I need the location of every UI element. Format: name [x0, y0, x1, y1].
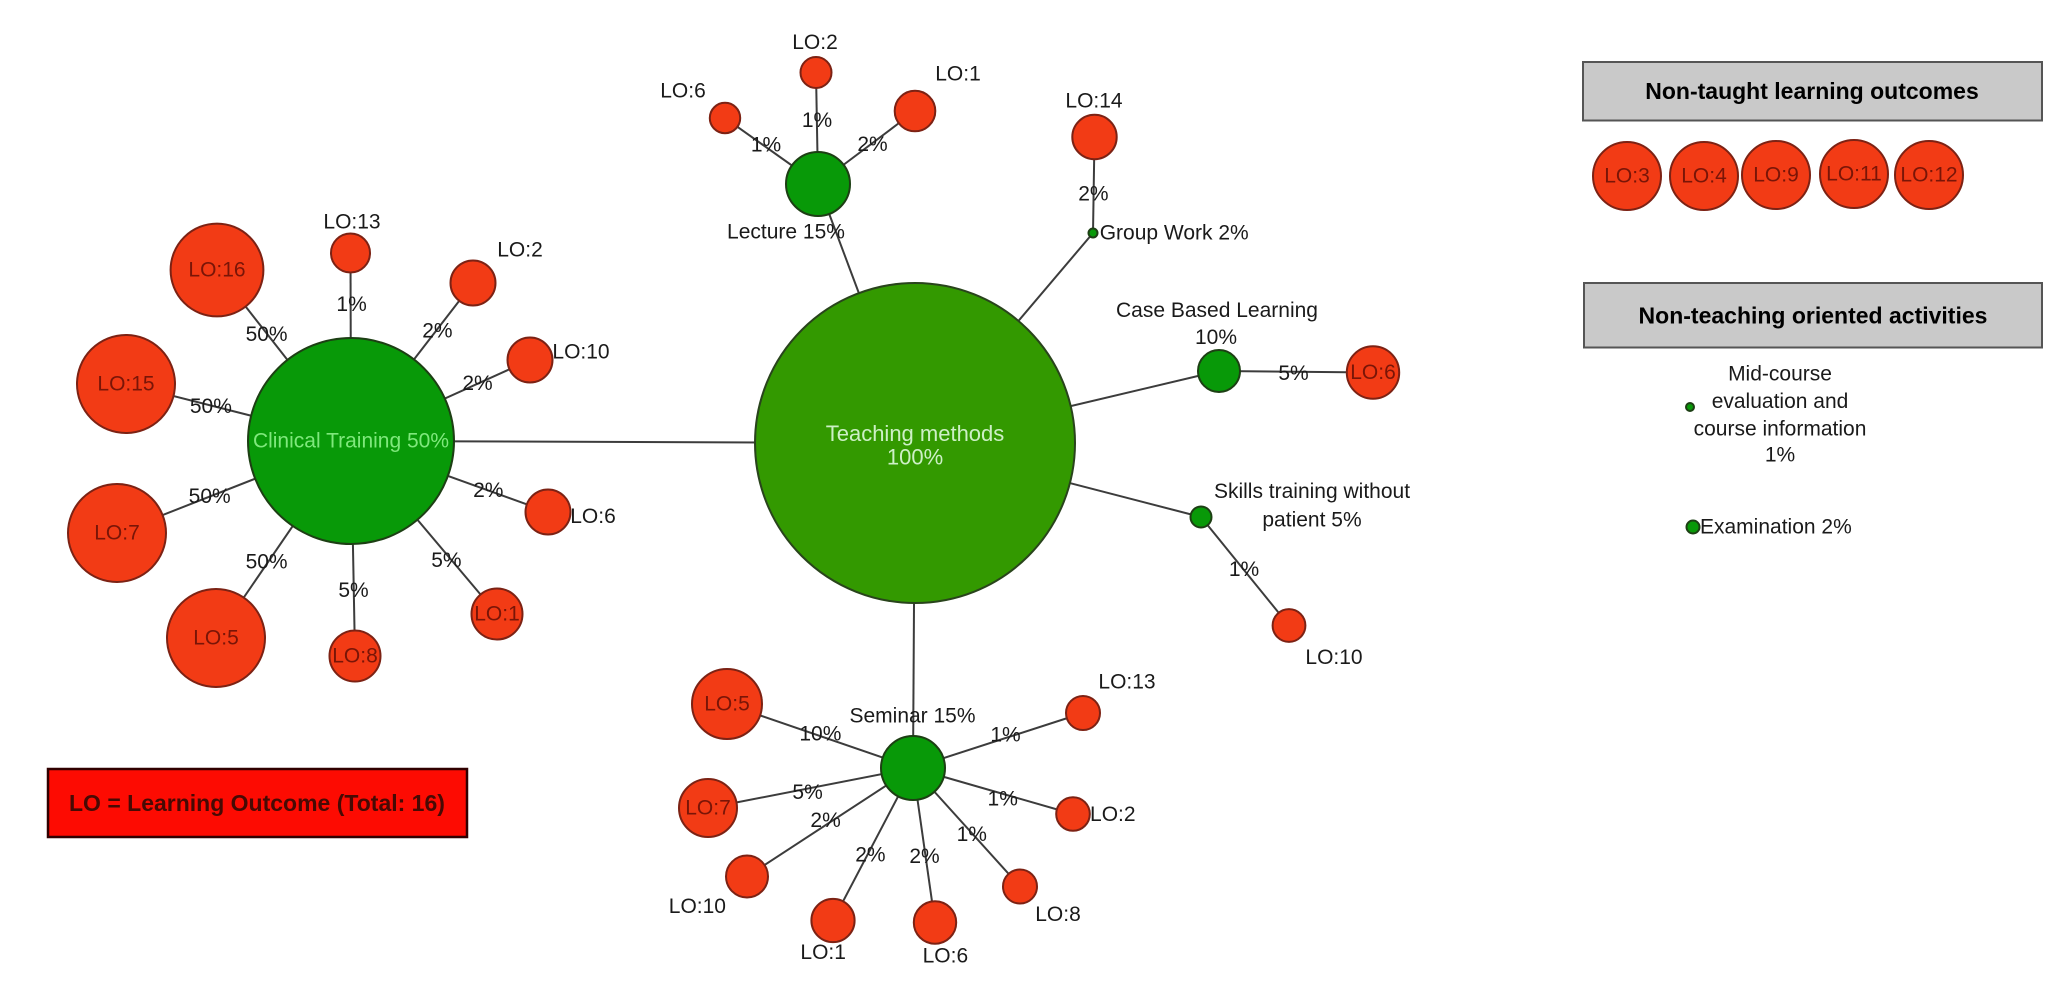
- svg-text:5%: 5%: [792, 781, 822, 804]
- svg-text:1%: 1%: [990, 724, 1020, 747]
- svg-text:LO:1: LO:1: [935, 63, 981, 86]
- svg-text:50%: 50%: [246, 323, 288, 346]
- svg-text:Seminar 15%: Seminar 15%: [849, 705, 975, 728]
- svg-text:10%: 10%: [799, 723, 841, 746]
- svg-text:2%: 2%: [422, 319, 452, 342]
- svg-text:LO:16: LO:16: [188, 259, 245, 282]
- svg-text:LO:15: LO:15: [97, 373, 154, 396]
- svg-text:Case Based Learning: Case Based Learning: [1116, 299, 1318, 322]
- svg-text:LO:8: LO:8: [332, 645, 378, 668]
- svg-text:LO:6: LO:6: [660, 80, 706, 103]
- svg-text:Lecture 15%: Lecture 15%: [727, 221, 845, 244]
- svg-text:LO:6: LO:6: [1350, 361, 1396, 384]
- svg-text:10%: 10%: [1195, 326, 1237, 349]
- svg-text:LO:8: LO:8: [1035, 903, 1081, 926]
- svg-text:2%: 2%: [462, 372, 492, 395]
- svg-text:Teaching methods: Teaching methods: [826, 421, 1005, 446]
- svg-text:LO = Learning Outcome (Total:: LO = Learning Outcome (Total: 16): [69, 790, 445, 816]
- svg-text:LO:6: LO:6: [570, 505, 616, 528]
- svg-text:5%: 5%: [1278, 362, 1308, 385]
- svg-text:LO:7: LO:7: [685, 797, 731, 820]
- svg-text:50%: 50%: [189, 485, 231, 508]
- svg-text:50%: 50%: [246, 551, 288, 574]
- svg-text:1%: 1%: [336, 293, 366, 316]
- svg-text:LO:13: LO:13: [323, 211, 380, 234]
- svg-text:LO:3: LO:3: [1604, 165, 1650, 188]
- svg-text:2%: 2%: [857, 133, 887, 156]
- svg-text:LO:1: LO:1: [800, 941, 846, 964]
- svg-text:course information: course information: [1694, 417, 1867, 440]
- svg-text:1%: 1%: [802, 109, 832, 132]
- svg-text:LO:13: LO:13: [1098, 671, 1155, 694]
- svg-text:LO:2: LO:2: [497, 239, 543, 262]
- svg-text:Group Work 2%: Group Work 2%: [1100, 222, 1249, 245]
- svg-text:5%: 5%: [431, 549, 461, 572]
- svg-text:Non-teaching oriented activiti: Non-teaching oriented activities: [1639, 303, 1988, 329]
- svg-text:LO:10: LO:10: [1305, 646, 1362, 669]
- svg-text:2%: 2%: [473, 479, 503, 502]
- svg-text:1%: 1%: [751, 133, 781, 156]
- svg-text:evaluation and: evaluation and: [1712, 390, 1849, 413]
- svg-text:LO:1: LO:1: [474, 603, 520, 626]
- svg-text:patient 5%: patient 5%: [1262, 508, 1361, 531]
- svg-text:2%: 2%: [855, 844, 885, 867]
- svg-text:Non-taught learning outcomes: Non-taught learning outcomes: [1645, 78, 1979, 104]
- svg-text:5%: 5%: [338, 579, 368, 602]
- svg-text:2%: 2%: [1078, 183, 1108, 206]
- svg-text:Examination 2%: Examination 2%: [1700, 516, 1852, 539]
- svg-text:LO:12: LO:12: [1900, 164, 1957, 187]
- svg-text:LO:4: LO:4: [1681, 165, 1727, 188]
- svg-text:1%: 1%: [957, 823, 987, 846]
- svg-text:Skills training without: Skills training without: [1214, 480, 1410, 503]
- svg-text:LO:10: LO:10: [552, 341, 609, 364]
- svg-text:Mid-course: Mid-course: [1728, 363, 1832, 386]
- svg-text:LO:2: LO:2: [1090, 803, 1136, 826]
- svg-text:1%: 1%: [1765, 444, 1795, 467]
- svg-text:LO:10: LO:10: [669, 895, 726, 918]
- svg-text:LO:7: LO:7: [94, 522, 140, 545]
- svg-text:50%: 50%: [190, 395, 232, 418]
- svg-text:2%: 2%: [810, 809, 840, 832]
- svg-text:LO:2: LO:2: [792, 31, 838, 54]
- svg-text:LO:9: LO:9: [1753, 164, 1799, 187]
- svg-text:LO:11: LO:11: [1826, 163, 1882, 186]
- svg-text:LO:5: LO:5: [193, 627, 239, 650]
- svg-text:Clinical Training 50%: Clinical Training 50%: [253, 430, 449, 453]
- svg-text:1%: 1%: [1229, 558, 1259, 581]
- svg-text:100%: 100%: [887, 445, 943, 470]
- svg-text:LO:14: LO:14: [1065, 89, 1123, 112]
- svg-text:1%: 1%: [988, 788, 1018, 811]
- svg-text:LO:6: LO:6: [923, 944, 969, 967]
- svg-text:2%: 2%: [909, 845, 939, 868]
- svg-text:LO:5: LO:5: [704, 693, 750, 716]
